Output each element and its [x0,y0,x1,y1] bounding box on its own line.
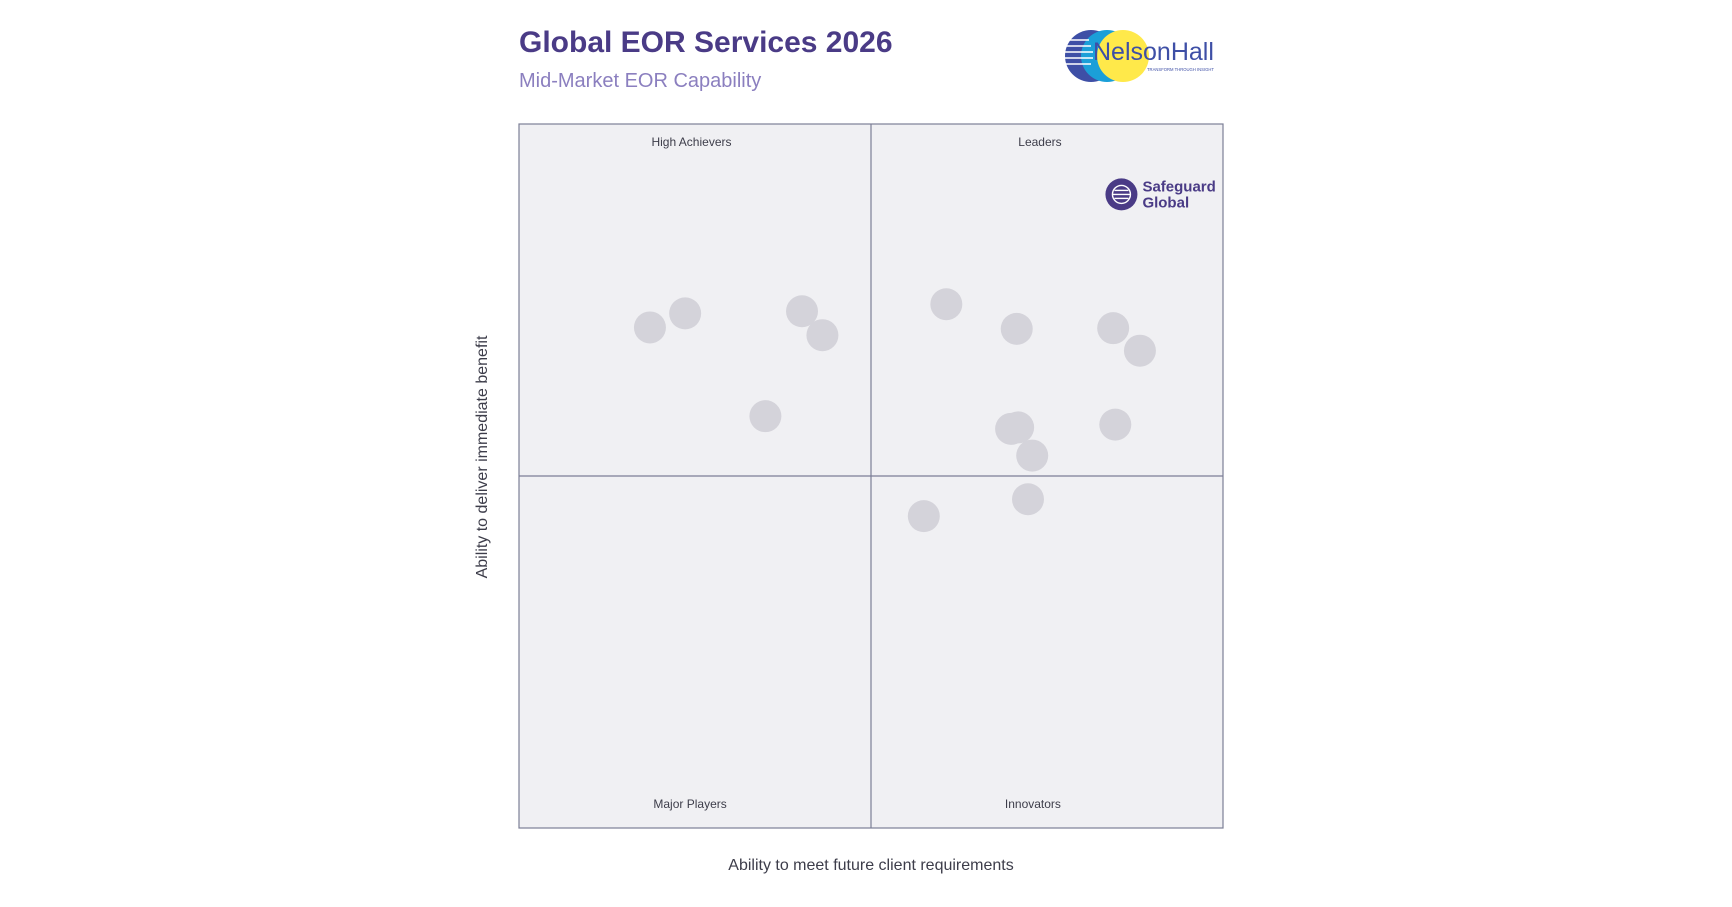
data-point-11 [1002,411,1035,444]
chart-title: Global EOR Services 2026 [519,26,893,59]
quadrant-label-leaders: Leaders [1018,135,1061,149]
quadrant-label-major-players: Major Players [653,797,726,811]
safeguard-global-glyph-icon [1111,184,1132,205]
safeguard-global-label-line1: Safeguard [1142,178,1215,195]
data-point-1 [633,311,666,344]
x-axis-label: Ability to meet future client requiremen… [728,857,1014,874]
nelsonhall-logo: NelsonHall TRANSFORM THROUGH INSIGHT [1055,26,1225,86]
data-point-2 [669,297,702,330]
quadrant-label-innovators: Innovators [1005,797,1061,811]
data-point-3 [786,295,819,328]
data-point-8 [1097,312,1130,345]
nelsonhall-wordmark: NelsonHall [1093,38,1214,66]
quadrant-label-high-achievers: High Achievers [651,135,731,149]
highlight-vendor: Safeguard Global [1105,178,1216,211]
y-axis-label: Ability to deliver immediate benefit [474,335,491,579]
data-point-13 [1016,439,1049,472]
data-points [633,288,1156,533]
data-point-9 [1123,334,1156,367]
safeguard-global-label-line2: Global [1142,194,1189,211]
data-point-4 [806,319,839,352]
data-point-7 [1000,312,1033,345]
nelsonhall-stripes-icon [1063,39,1093,65]
data-point-6 [930,288,963,321]
safeguard-glyph-ring [1111,184,1132,205]
nelsonhall-circle-yellow-icon [1097,30,1149,82]
data-point-5 [749,400,782,433]
nelsonhall-tagline: TRANSFORM THROUGH INSIGHT [1147,67,1214,72]
data-point-15 [907,500,940,533]
data-point-12 [1099,408,1132,441]
data-point-14 [1011,483,1044,516]
chart-subtitle: Mid-Market EOR Capability [519,70,762,92]
